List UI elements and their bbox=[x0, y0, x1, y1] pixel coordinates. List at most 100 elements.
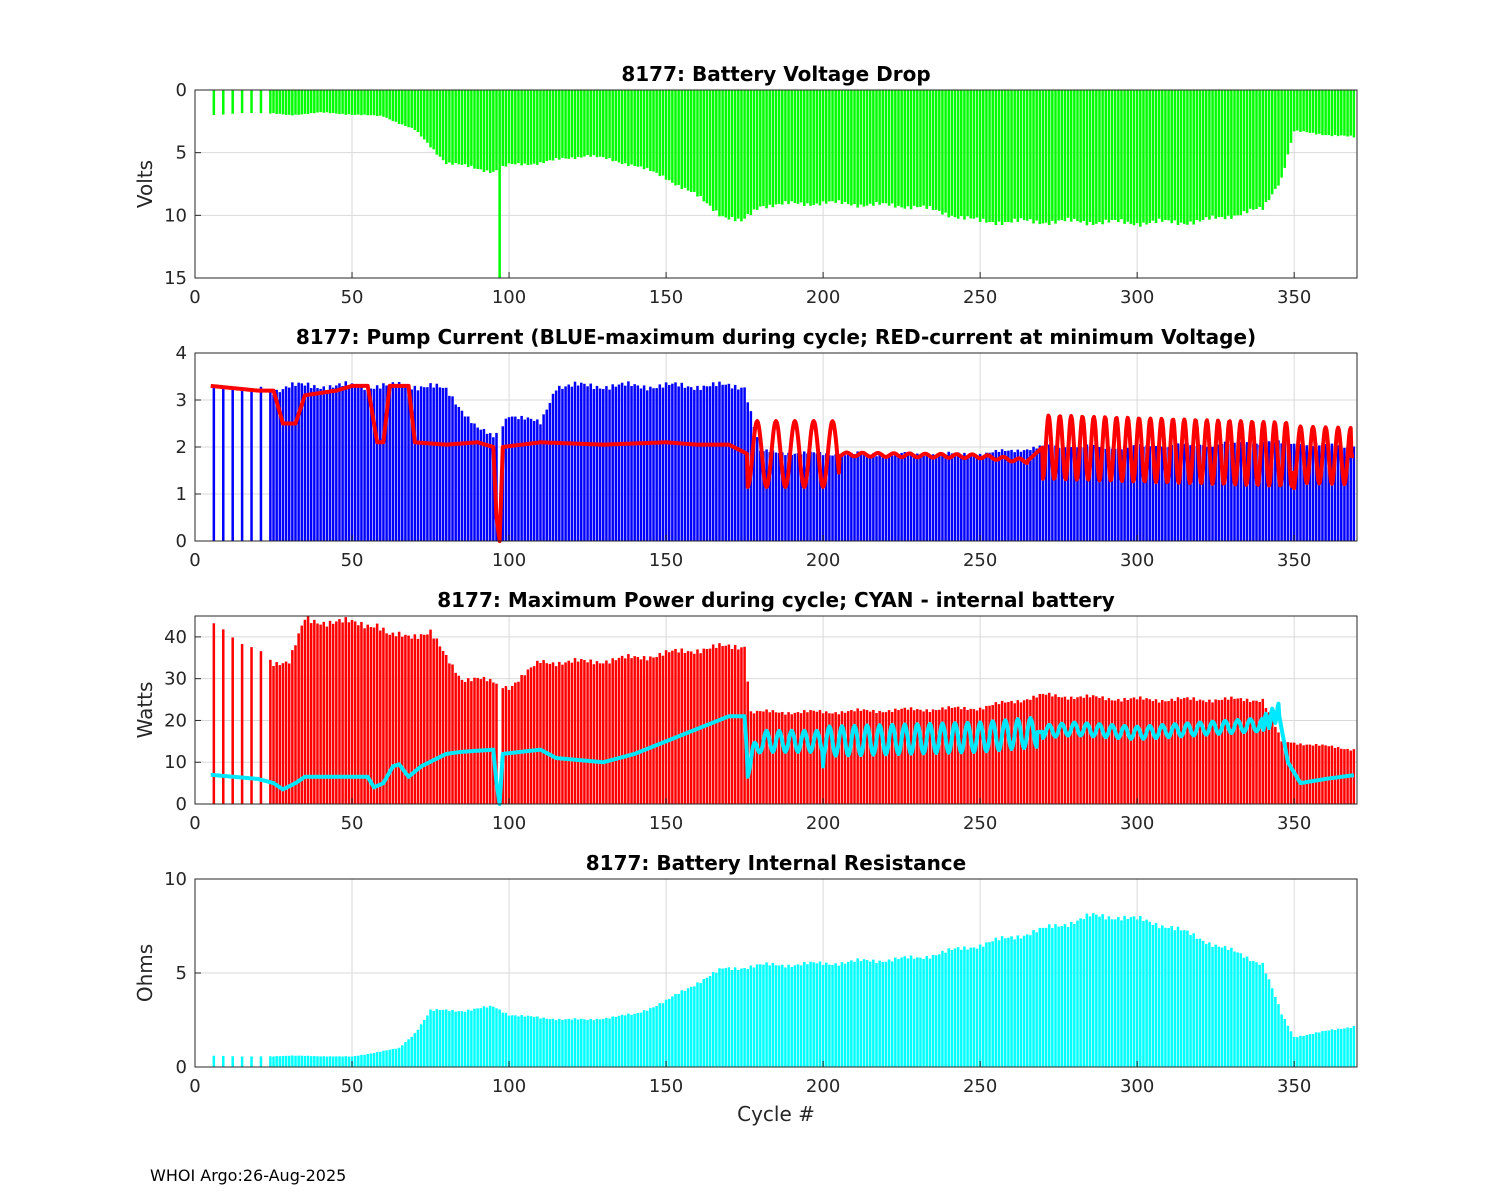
bar bbox=[812, 710, 815, 804]
y-tick-label: 30 bbox=[164, 669, 187, 690]
bar bbox=[294, 645, 297, 804]
bar bbox=[824, 711, 828, 804]
bar bbox=[423, 634, 426, 804]
bar bbox=[492, 90, 495, 172]
x-tick-label: 200 bbox=[806, 287, 840, 308]
bar bbox=[1352, 90, 1356, 138]
bar bbox=[482, 1006, 486, 1067]
bar bbox=[972, 454, 976, 541]
bar bbox=[1270, 441, 1274, 541]
bar bbox=[966, 455, 969, 541]
bar bbox=[401, 90, 404, 125]
bar bbox=[517, 90, 520, 164]
bar bbox=[1135, 919, 1139, 1067]
bar bbox=[281, 389, 285, 541]
bar bbox=[416, 638, 420, 804]
y-tick-label: 2 bbox=[176, 437, 187, 458]
bar bbox=[328, 1056, 332, 1067]
bar bbox=[1032, 930, 1035, 1067]
bar bbox=[890, 961, 894, 1067]
bar bbox=[379, 1051, 382, 1067]
bar bbox=[564, 90, 567, 159]
bar bbox=[985, 705, 988, 804]
bar bbox=[966, 949, 969, 1067]
bar bbox=[1095, 445, 1098, 541]
bar bbox=[602, 388, 605, 541]
bar bbox=[1346, 1027, 1349, 1067]
bar bbox=[1214, 699, 1217, 804]
bar bbox=[705, 90, 709, 204]
bar bbox=[1010, 936, 1013, 1067]
bar bbox=[978, 453, 982, 541]
bar bbox=[900, 90, 903, 208]
y-tick-label: 40 bbox=[164, 627, 187, 648]
bar bbox=[796, 453, 800, 541]
bar bbox=[322, 621, 326, 804]
bar bbox=[865, 453, 869, 541]
bar bbox=[517, 1016, 520, 1067]
bar bbox=[473, 1008, 476, 1067]
bar bbox=[947, 706, 950, 804]
bar bbox=[997, 704, 1001, 804]
bar bbox=[658, 652, 662, 804]
bar bbox=[1305, 90, 1309, 133]
bar bbox=[941, 90, 944, 215]
bar bbox=[1324, 745, 1327, 804]
x-tick-label: 0 bbox=[189, 550, 200, 571]
bar bbox=[1126, 447, 1129, 541]
bar bbox=[514, 90, 517, 165]
bar bbox=[627, 381, 630, 541]
bar bbox=[470, 90, 473, 166]
bar bbox=[875, 456, 878, 541]
bar bbox=[752, 90, 756, 210]
bar bbox=[466, 90, 470, 168]
bar bbox=[1148, 699, 1151, 804]
bar bbox=[1104, 448, 1108, 541]
bar bbox=[1258, 90, 1261, 207]
bar bbox=[774, 965, 778, 1067]
bar bbox=[1167, 927, 1170, 1067]
bar bbox=[1095, 914, 1098, 1067]
bar bbox=[884, 961, 888, 1067]
bar bbox=[664, 382, 668, 541]
bar bbox=[941, 950, 944, 1067]
bar bbox=[397, 631, 401, 804]
bar bbox=[1201, 700, 1205, 804]
bar bbox=[281, 663, 285, 804]
bar bbox=[407, 1039, 410, 1067]
bar bbox=[1101, 445, 1104, 541]
yticks-power: 0 10 20 30 40 bbox=[164, 627, 201, 815]
bar bbox=[711, 90, 715, 212]
y-tick-label: 10 bbox=[164, 752, 187, 773]
bar bbox=[740, 387, 743, 541]
bar bbox=[994, 449, 998, 541]
bar bbox=[1139, 916, 1142, 1067]
bar bbox=[997, 451, 1001, 541]
bar bbox=[715, 972, 718, 1067]
bar bbox=[765, 449, 768, 541]
bar bbox=[1038, 927, 1042, 1067]
bar bbox=[919, 709, 922, 804]
bar bbox=[727, 90, 731, 220]
bar bbox=[1035, 448, 1038, 541]
bar bbox=[300, 383, 304, 541]
bar bbox=[1088, 90, 1092, 223]
bar bbox=[724, 645, 728, 804]
bar bbox=[1286, 90, 1290, 155]
bar bbox=[878, 960, 881, 1067]
bar bbox=[294, 1055, 297, 1067]
bar bbox=[1179, 90, 1183, 223]
bar bbox=[793, 965, 797, 1067]
x-tick-label: 50 bbox=[341, 813, 364, 834]
bar bbox=[1148, 921, 1151, 1067]
bar bbox=[316, 388, 319, 541]
bar bbox=[683, 990, 687, 1067]
bar bbox=[454, 672, 457, 804]
bar bbox=[432, 1010, 435, 1067]
bar bbox=[834, 712, 837, 804]
bar bbox=[733, 645, 737, 804]
bar bbox=[1223, 946, 1227, 1067]
bar bbox=[410, 389, 413, 541]
bar bbox=[664, 90, 668, 180]
bar bbox=[1314, 443, 1318, 541]
